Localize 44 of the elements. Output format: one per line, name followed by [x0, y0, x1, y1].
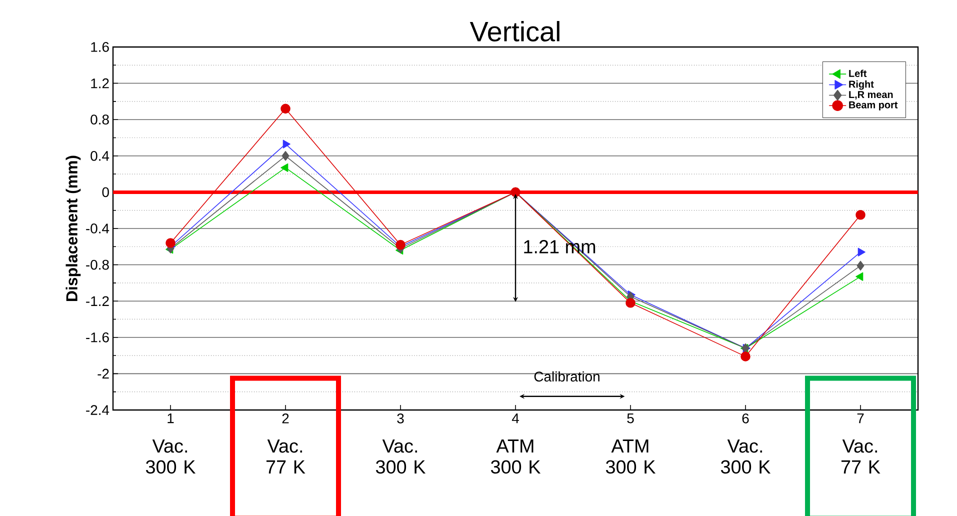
text: Vac. 77 K [841, 440, 880, 474]
text: ATM 300 K [490, 440, 541, 474]
x-tick-label: 4 [512, 414, 519, 424]
y-tick-label: 1.2 [91, 78, 109, 88]
y-tick-label: -1.2 [86, 296, 109, 306]
legend-label: Beam port [849, 101, 898, 110]
point [396, 240, 406, 250]
y-tick-label: 0.8 [90, 114, 109, 125]
text: Vac. 300 K [146, 440, 196, 474]
x-tick-label: 6 [742, 413, 749, 424]
y-axis-title: Displacement (mm) [66, 156, 81, 301]
x-tick-label: 3 [397, 413, 404, 424]
x-tick-label: 1 [168, 414, 174, 424]
point [856, 210, 866, 220]
point [856, 272, 864, 281]
point [282, 150, 290, 161]
text: ATM 300 K [606, 440, 656, 474]
y-tick-label: 0 [102, 187, 109, 198]
x-tick-label: 7 [857, 414, 864, 424]
legend-label: Right [849, 80, 874, 90]
y-tick-label: -2 [98, 368, 109, 379]
point [856, 260, 864, 271]
x-tick-label: 2 [282, 413, 289, 424]
y-tick-label: 1.6 [91, 42, 109, 52]
legend-label: L,R mean [849, 91, 893, 100]
point [858, 248, 866, 256]
text: Vac. 77 K [266, 440, 306, 474]
point [280, 104, 290, 114]
y-tick-label: -0.8 [86, 260, 109, 270]
y-tick-label: -2.4 [86, 405, 110, 415]
x-tick-label: 5 [627, 414, 634, 424]
point [166, 238, 176, 248]
point [740, 352, 750, 362]
point [626, 298, 636, 308]
y-tick-label: -0.4 [86, 224, 110, 234]
text: Vac. 300 K [720, 440, 771, 474]
annotation: Calibration [534, 371, 600, 382]
legend-label: Left [849, 70, 867, 78]
chart-title: Vertical [470, 21, 560, 42]
y-tick-label: 0.4 [90, 150, 110, 161]
y-tick-label: -1.6 [86, 332, 109, 342]
point [280, 163, 288, 172]
point [282, 140, 290, 148]
text: Vac. 300 K [376, 440, 426, 474]
